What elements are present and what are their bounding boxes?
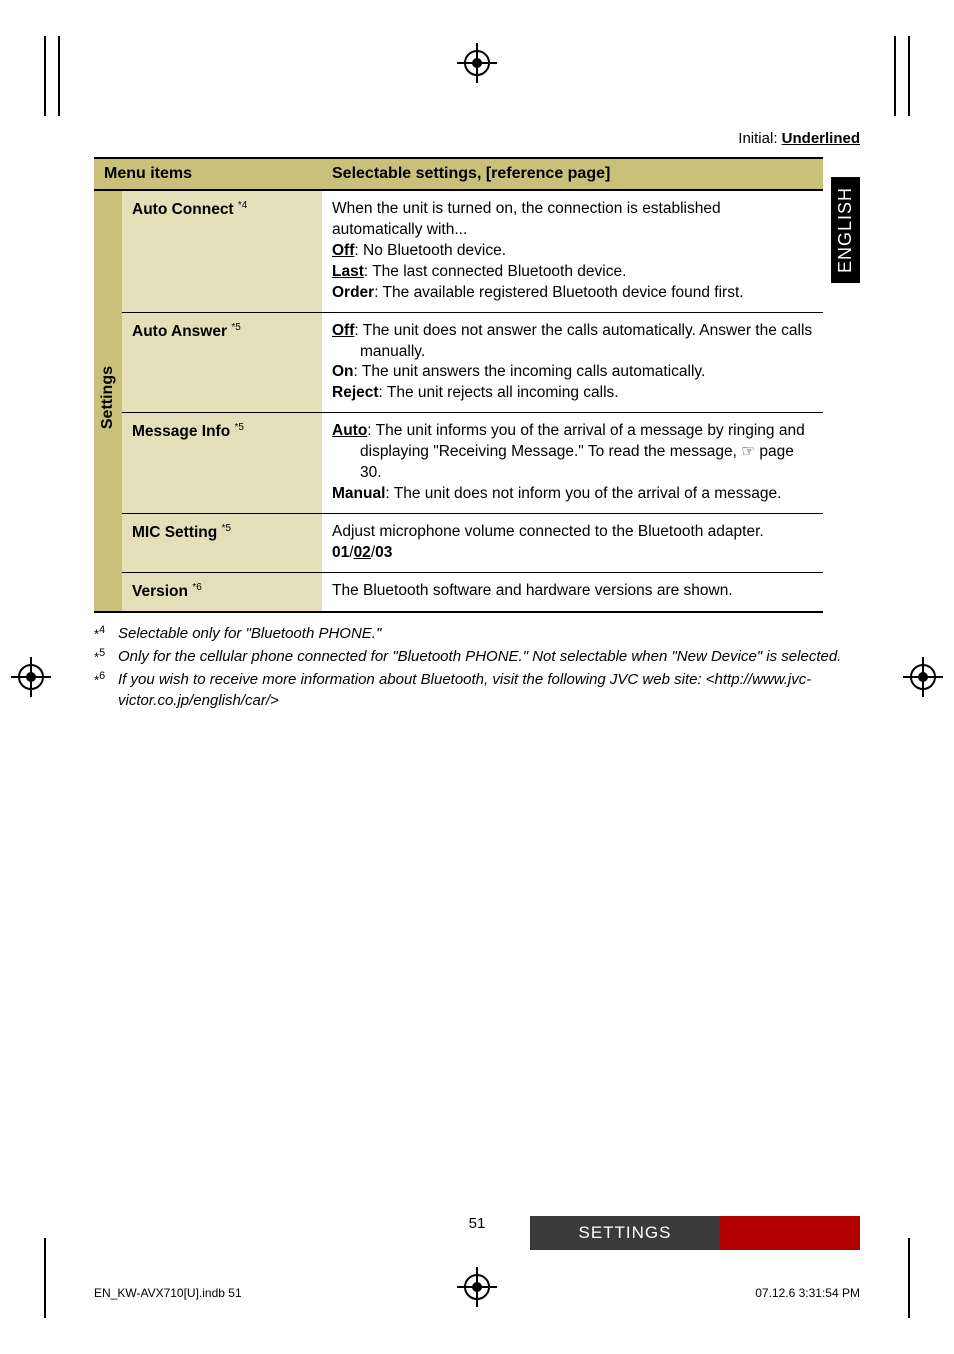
section-red: [720, 1216, 860, 1250]
col-menu-items: Menu items: [94, 158, 322, 190]
body-auto-answer: Off: The unit does not answer the calls …: [322, 312, 823, 413]
body-message-info: Auto: The unit informs you of the arriva…: [322, 413, 823, 514]
footer-left: EN_KW-AVX710[U].indb 51: [94, 1286, 242, 1300]
initial-value: Underlined: [782, 130, 860, 147]
initial-label: Initial:: [738, 130, 781, 147]
side-label-cell: Settings: [94, 190, 122, 612]
menu-mic-setting: MIC Setting *5: [122, 513, 322, 572]
menu-auto-connect: Auto Connect *4: [122, 190, 322, 312]
menu-auto-answer: Auto Answer *5: [122, 312, 322, 413]
body-version: The Bluetooth software and hardware vers…: [322, 572, 823, 612]
settings-table: Menu items Selectable settings, [referen…: [94, 157, 823, 613]
footnote-6: If you wish to receive more information …: [118, 669, 860, 711]
section-bar: SETTINGS: [530, 1216, 860, 1250]
language-tab: ENGLISH: [831, 177, 860, 283]
body-auto-connect: When the unit is turned on, the connecti…: [322, 190, 823, 312]
menu-version: Version *6: [122, 572, 322, 612]
footnote-4: Selectable only for "Bluetooth PHONE.": [118, 623, 381, 644]
footnote-5: Only for the cellular phone connected fo…: [118, 646, 841, 667]
section-label: SETTINGS: [530, 1216, 720, 1250]
footnotes: *4Selectable only for "Bluetooth PHONE."…: [94, 623, 860, 711]
side-label: Settings: [95, 360, 121, 435]
col-selectable: Selectable settings, [reference page]: [322, 158, 823, 190]
print-footer: EN_KW-AVX710[U].indb 51 07.12.6 3:31:54 …: [94, 1286, 860, 1300]
body-mic-setting: Adjust microphone volume connected to th…: [322, 513, 823, 572]
menu-message-info: Message Info *5: [122, 413, 322, 514]
page-number: 51: [469, 1215, 486, 1232]
footer-right: 07.12.6 3:31:54 PM: [755, 1286, 860, 1300]
initial-line: Initial: Underlined: [94, 130, 860, 147]
